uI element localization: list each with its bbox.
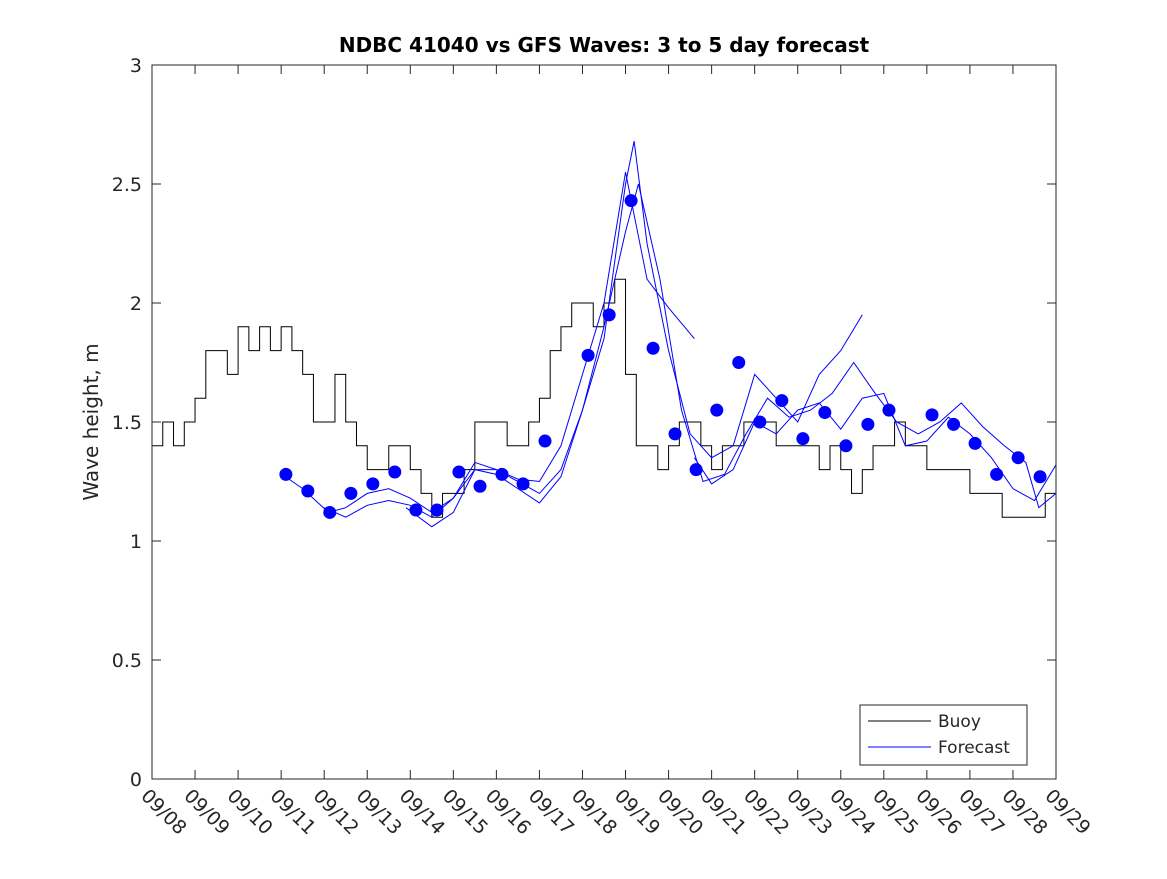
forecast-point: [366, 477, 380, 491]
forecast-point: [602, 308, 616, 322]
forecast-line-3: [693, 392, 1057, 502]
x-tick-label: 09/21: [696, 785, 750, 839]
forecast-point: [624, 194, 638, 208]
forecast-point: [861, 417, 875, 431]
forecast-line-2: [405, 183, 1057, 528]
forecast-point: [1011, 451, 1025, 465]
x-tick-label: 09/29: [1040, 785, 1094, 839]
x-tick-label: 09/18: [567, 785, 621, 839]
y-tick-label: 2.5: [112, 174, 142, 196]
forecast-point: [818, 405, 832, 419]
forecast-point: [646, 341, 660, 355]
forecast-point: [947, 417, 961, 431]
forecast-point: [409, 503, 423, 517]
x-tick-label: 09/25: [868, 785, 922, 839]
forecast-point: [775, 394, 789, 408]
forecast-point: [796, 432, 810, 446]
forecast-point: [538, 434, 552, 448]
y-axis-label: Wave height, m: [79, 343, 103, 500]
forecast-point: [279, 467, 293, 481]
forecast-point: [323, 505, 337, 519]
forecast-point: [689, 463, 703, 477]
x-tick-label: 09/09: [180, 785, 234, 839]
y-tick-label: 2: [130, 293, 142, 315]
x-tick-label: 09/26: [911, 785, 965, 839]
forecast-point: [839, 439, 853, 453]
y-tick-label: 1: [130, 531, 142, 553]
forecast-point: [344, 486, 358, 500]
legend-forecast-label: Forecast: [938, 738, 1010, 758]
forecast-point: [968, 436, 982, 450]
forecast-point: [495, 467, 509, 481]
forecast-point: [388, 465, 402, 479]
forecast-point: [882, 403, 896, 417]
buoy-line: [152, 278, 1056, 518]
axes-box: [151, 64, 1057, 780]
x-tick-label: 09/19: [610, 785, 664, 839]
forecast-line-0: [285, 172, 695, 514]
forecast-point: [668, 427, 682, 441]
forecast-point: [301, 484, 315, 498]
x-tick-label: 09/14: [395, 785, 449, 839]
legend: Buoy Forecast: [859, 704, 1028, 766]
y-tick-label: 3: [130, 55, 142, 77]
forecast-point: [990, 467, 1004, 481]
x-tick-label: 09/16: [481, 785, 535, 839]
forecast-point: [1033, 470, 1047, 484]
forecast-point: [452, 465, 466, 479]
forecast-line-1: [323, 141, 863, 518]
x-tick-label: 09/08: [136, 785, 190, 839]
x-tick-label: 09/20: [653, 785, 707, 839]
forecast-point: [753, 415, 767, 429]
y-tick-label: 0.5: [112, 650, 142, 672]
y-tick-label: 1.5: [112, 412, 142, 434]
x-tick-label: 09/27: [954, 785, 1008, 839]
forecast-point: [710, 403, 724, 417]
x-tick-label: 09/13: [352, 785, 406, 839]
x-tick-label: 09/28: [997, 785, 1051, 839]
y-tick-label: 0: [130, 769, 142, 791]
x-tick-label: 09/17: [524, 785, 578, 839]
chart-title: NDBC 41040 vs GFS Waves: 3 to 5 day fore…: [339, 33, 870, 57]
x-tick-label: 09/10: [223, 785, 277, 839]
forecast-point: [581, 348, 595, 362]
x-tick-label: 09/22: [739, 785, 793, 839]
x-tick-label: 09/23: [782, 785, 836, 839]
legend-buoy-label: Buoy: [938, 712, 981, 732]
forecast-point: [732, 356, 746, 369]
x-tick-label: 09/12: [309, 785, 363, 839]
forecast-point: [516, 477, 530, 491]
forecast-point: [925, 408, 939, 422]
forecast-point: [473, 479, 487, 493]
forecast-point: [430, 503, 444, 517]
x-tick-label: 09/24: [825, 785, 879, 839]
x-tick-label: 09/15: [438, 785, 492, 839]
x-tick-label: 09/11: [266, 785, 320, 839]
